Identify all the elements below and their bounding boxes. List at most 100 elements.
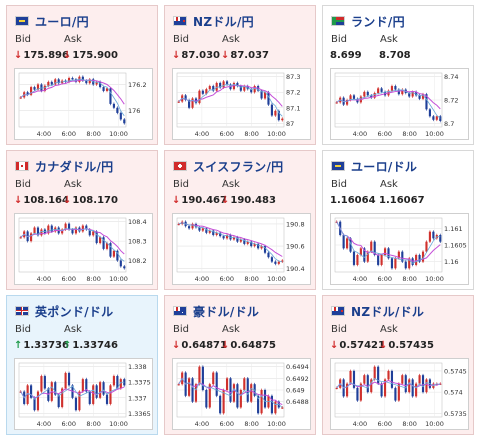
- price-chart[interactable]: 87.3 87.2 87.1 87 4:00 6:00 8:00 10:00: [172, 68, 311, 140]
- price-chart[interactable]: 0.5745 0.574 0.5735 4:00 6:00 8:00 10:00: [330, 358, 469, 430]
- plot-area: [18, 72, 127, 128]
- rate-card[interactable]: ユーロ/円 Bid Ask ↓175.896 ↓175.900 176.2 176 4:00 6…: [6, 5, 158, 145]
- price-chart[interactable]: 0.6494 0.6492 0.649 0.6488 4:00 6:00 8:00 10:00: [172, 358, 311, 430]
- rate-card[interactable]: ランド/円 Bid Ask 8.699 8.708 8.74 8.72 8.7 4:00 6:00…: [322, 5, 474, 145]
- candle-body: [415, 254, 418, 265]
- moving-average-line: [20, 79, 125, 105]
- card-header[interactable]: ランド/円: [331, 13, 405, 29]
- pair-name-link[interactable]: 英ポンド/ドル: [35, 304, 114, 319]
- candle-body: [61, 229, 64, 234]
- candle-body: [270, 257, 273, 262]
- candle-body: [188, 100, 191, 108]
- rate-card[interactable]: NZドル/ドル Bid Ask ↓0.57421 ↓0.57435 0.5745 0.574…: [322, 295, 474, 435]
- ask-value: ↓190.483: [221, 195, 276, 206]
- pair-name-link[interactable]: 豪ドル/ドル: [193, 304, 260, 319]
- rate-card[interactable]: 豪ドル/ドル Bid Ask ↓0.64871 ↓0.64875 0.6494 0.6492…: [164, 295, 316, 435]
- candle-body: [246, 241, 249, 244]
- candle-body: [260, 90, 263, 99]
- candle-body: [105, 88, 109, 91]
- candle-body: [257, 395, 260, 414]
- pair-name-link[interactable]: ユーロ/ドル: [351, 159, 418, 174]
- y-tick-label: 1.161: [444, 225, 463, 233]
- candle-body: [243, 239, 246, 244]
- y-tick-label: 176.2: [128, 81, 147, 89]
- candle-body: [61, 388, 64, 408]
- candle-body: [33, 397, 36, 411]
- pair-name-link[interactable]: NZドル/円: [193, 14, 254, 29]
- candle-body: [243, 378, 246, 390]
- candle-body: [428, 109, 431, 117]
- eu-flag-icon: [15, 16, 29, 26]
- candle-body: [205, 228, 208, 233]
- y-tick-label: 87: [286, 120, 294, 128]
- x-tick-label: 6:00: [219, 275, 234, 283]
- pair-name-link[interactable]: カナダドル/円: [35, 159, 114, 174]
- candle-body: [432, 116, 435, 120]
- ask-value-text: 0.57435: [388, 340, 434, 351]
- price-chart[interactable]: 8.74 8.72 8.7 4:00 6:00 8:00 10:00: [330, 68, 469, 140]
- rate-card[interactable]: スイスフラン/円 Bid Ask ↓190.467 ↓190.483 190.8 190.6…: [164, 150, 316, 290]
- pair-name-link[interactable]: ランド/円: [351, 14, 405, 29]
- ask-value-text: 0.64875: [230, 340, 276, 351]
- price-chart[interactable]: 1.338 1.3375 1.337 1.3365 4:00 6:00 8:00 10:00: [14, 358, 153, 430]
- price-chart[interactable]: 176.2 176 4:00 6:00 8:00 10:00: [14, 68, 153, 140]
- pair-name-link[interactable]: スイスフラン/円: [193, 159, 284, 174]
- x-tick-label: 6:00: [377, 130, 392, 138]
- price-chart[interactable]: 190.8 190.6 190.4 4:00 6:00 8:00 10:00: [172, 213, 311, 285]
- pair-name-link[interactable]: ユーロ/円: [35, 14, 89, 29]
- candle-body: [411, 379, 414, 397]
- moving-average-line: [178, 85, 283, 107]
- candle-body: [222, 390, 225, 414]
- candle-body: [401, 375, 404, 384]
- rate-card[interactable]: カナダドル/円 Bid Ask ↓108.164 ↓108.170 108.4 108.3 1…: [6, 150, 158, 290]
- candle-body: [377, 88, 380, 94]
- x-tick-label: 8:00: [244, 275, 259, 283]
- candle-body: [408, 93, 411, 97]
- card-header[interactable]: カナダドル/円: [15, 158, 113, 174]
- candle-body: [397, 89, 400, 95]
- card-header[interactable]: 英ポンド/ドル: [15, 303, 113, 319]
- candle-body: [408, 379, 411, 393]
- candlestick-chart: 1.161 1.1605 1.16 4:00 6:00 8:00 10:00: [334, 217, 467, 283]
- candle-body: [71, 229, 74, 234]
- candle-body: [67, 78, 71, 82]
- rate-card[interactable]: 英ポンド/ドル Bid Ask ↑1.33736 ↑1.33746 1.338 1.3375…: [6, 295, 158, 435]
- rate-card[interactable]: NZドル/円 Bid Ask ↓87.030 ↓87.037 87.3 87.2 87.1 87…: [164, 5, 316, 145]
- candle-body: [78, 391, 81, 411]
- candle-body: [208, 230, 211, 233]
- candle-body: [71, 78, 74, 80]
- arrow-down-icon: ↓: [14, 195, 23, 206]
- candle-body: [342, 235, 345, 249]
- y-tick-label: 87.1: [286, 104, 300, 112]
- candle-body: [119, 260, 122, 267]
- candle-body: [425, 94, 428, 110]
- card-header[interactable]: スイスフラン/円: [173, 158, 283, 174]
- card-header[interactable]: ユーロ/円: [15, 13, 89, 29]
- au-flag-icon: [173, 306, 187, 316]
- rate-card[interactable]: ユーロ/ドル Bid Ask 1.16064 1.16067 1.161 1.1605 1.1…: [322, 150, 474, 290]
- candle-body: [425, 379, 428, 393]
- y-tick-label: 1.338: [128, 363, 147, 371]
- price-chart[interactable]: 108.4 108.3 108.2 4:00 6:00 8:00 10:00: [14, 213, 153, 285]
- card-header[interactable]: NZドル/円: [173, 13, 254, 29]
- x-tick-label: 10:00: [109, 420, 128, 428]
- candle-body: [64, 223, 67, 230]
- pair-name-link[interactable]: NZドル/ドル: [351, 304, 425, 319]
- candle-body: [225, 235, 229, 239]
- price-chart[interactable]: 1.161 1.1605 1.16 4:00 6:00 8:00 10:00: [330, 213, 469, 285]
- candle-body: [421, 251, 425, 262]
- arrow-down-icon: ↓: [330, 340, 339, 351]
- bid-value: ↓175.896: [14, 50, 69, 61]
- candle-body: [201, 228, 204, 231]
- bid-value-text: 87.030: [181, 50, 220, 61]
- candle-body: [274, 261, 277, 264]
- card-header[interactable]: ユーロ/ドル: [331, 158, 417, 174]
- candle-body: [105, 243, 109, 249]
- candle-body: [215, 232, 218, 236]
- card-header[interactable]: 豪ドル/ドル: [173, 303, 259, 319]
- moving-average-line: [178, 377, 283, 406]
- moving-average-line-short: [20, 78, 125, 117]
- candle-body: [394, 86, 397, 90]
- candle-body: [225, 81, 229, 85]
- card-header[interactable]: NZドル/ドル: [331, 303, 424, 319]
